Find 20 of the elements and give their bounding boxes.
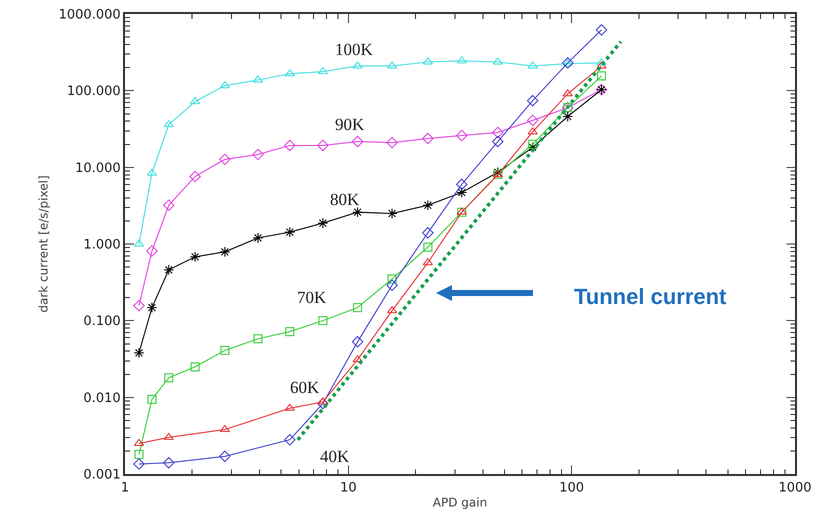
annotation: 90K xyxy=(335,115,365,134)
y-tick-label: 0.001 xyxy=(83,468,121,483)
x-tick-label: 1 xyxy=(120,480,130,496)
annotation: 80K xyxy=(330,190,360,209)
annotation: Tunnel current xyxy=(574,284,728,309)
y-tick-label: 0.100 xyxy=(83,314,121,330)
y-tick-label: 10.000 xyxy=(75,160,121,176)
y-tick-label: 0.010 xyxy=(83,390,121,406)
y-axis-title: dark current [e/s/pixel] xyxy=(36,175,50,313)
annotation: 60K xyxy=(290,378,320,397)
x-tick-label: 10 xyxy=(340,480,357,496)
annotation: 100K xyxy=(335,40,374,59)
y-tick-label: 100.000 xyxy=(66,84,121,100)
y-tick-label: 1000.000 xyxy=(58,8,121,23)
x-axis-title: APD gain xyxy=(432,496,488,510)
annotation: 40K xyxy=(320,447,350,466)
x-tick-label: 100 xyxy=(559,480,584,496)
y-tick-label: 1.000 xyxy=(83,238,121,253)
x-tick-label: 1000 xyxy=(778,480,812,496)
annotation: 70K xyxy=(297,288,327,307)
